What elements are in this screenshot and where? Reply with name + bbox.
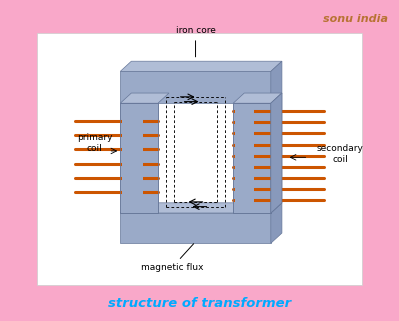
Polygon shape [271, 203, 282, 243]
Polygon shape [271, 93, 282, 213]
Polygon shape [120, 93, 169, 103]
Bar [122, 105, 143, 212]
Bar [37, 33, 362, 285]
Text: secondary
coil: secondary coil [317, 144, 363, 164]
Bar [233, 103, 271, 213]
Text: sonu india: sonu india [323, 14, 388, 24]
Bar [120, 71, 271, 103]
Bar [120, 103, 158, 213]
Text: magnetic flux: magnetic flux [140, 244, 203, 272]
Text: structure of transformer: structure of transformer [108, 297, 291, 310]
Polygon shape [120, 203, 282, 213]
Polygon shape [271, 61, 282, 103]
Text: primary
coil: primary coil [77, 133, 112, 153]
Polygon shape [120, 61, 282, 71]
Bar [235, 105, 254, 212]
Bar [120, 213, 271, 243]
Bar [120, 103, 158, 213]
Polygon shape [233, 93, 282, 103]
Text: iron core: iron core [176, 26, 215, 57]
Polygon shape [271, 93, 282, 213]
Bar [233, 103, 271, 213]
